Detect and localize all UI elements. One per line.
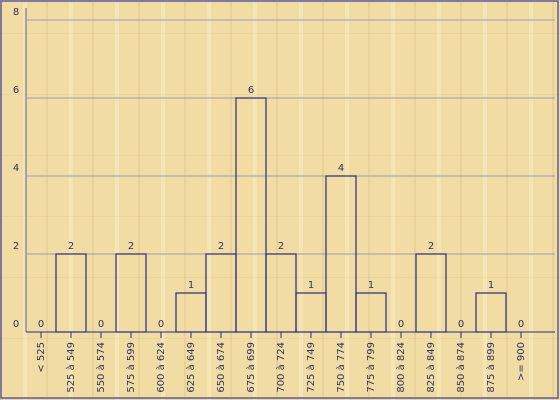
value-label: 2	[278, 241, 284, 252]
value-label: 0	[98, 319, 104, 330]
x-tick-label: 525 à 549	[65, 342, 77, 393]
value-label: 2	[68, 241, 74, 252]
value-label: 0	[158, 319, 164, 330]
bar	[265, 253, 297, 333]
x-tick-label: 600 à 624	[155, 342, 167, 393]
x-tick-label: 775 à 799	[365, 342, 377, 393]
x-tick-label: 575 à 599	[125, 342, 137, 393]
value-label: 0	[458, 319, 464, 330]
x-tick-label: < 525	[36, 342, 47, 373]
bar	[205, 253, 237, 333]
x-tick-label: 550 à 574	[95, 342, 107, 393]
y-tick-label: 4	[13, 163, 19, 174]
x-tick-label: 725 à 749	[305, 342, 317, 393]
y-tick-label: 6	[13, 85, 19, 96]
bar	[55, 253, 87, 333]
bar	[475, 292, 507, 333]
value-label: 2	[428, 241, 434, 252]
value-label: 0	[398, 319, 404, 330]
x-tick-label: >= 900	[516, 342, 527, 381]
value-label: 1	[188, 280, 194, 291]
x-tick-label: 800 à 824	[395, 342, 407, 393]
y-tick-label: 2	[13, 241, 19, 252]
x-tick-label: 625 à 649	[185, 342, 197, 393]
bar	[235, 97, 267, 333]
value-label: 6	[248, 85, 254, 96]
y-tick-label: 0	[13, 319, 19, 330]
x-tick-label: 675 à 699	[245, 342, 257, 393]
value-label: 1	[368, 280, 374, 291]
x-tick-label: 875 à 899	[485, 342, 497, 393]
bar	[355, 292, 387, 333]
value-label: 0	[518, 319, 524, 330]
x-tick-label: 850 à 874	[455, 342, 467, 393]
value-label: 2	[218, 241, 224, 252]
bar	[415, 253, 447, 333]
x-tick-label: 700 à 724	[275, 342, 287, 393]
x-tick-label: 750 à 774	[335, 342, 347, 393]
value-label: 4	[338, 163, 344, 174]
y-tick-label: 8	[13, 7, 19, 18]
value-label: 1	[488, 280, 494, 291]
bar	[295, 292, 327, 333]
value-label: 1	[308, 280, 314, 291]
bar	[175, 292, 207, 333]
x-tick-label: 825 à 849	[425, 342, 437, 393]
x-tick-label: 650 à 674	[215, 342, 227, 393]
value-label: 0	[38, 319, 44, 330]
value-label: 2	[128, 241, 134, 252]
bar	[115, 253, 147, 333]
